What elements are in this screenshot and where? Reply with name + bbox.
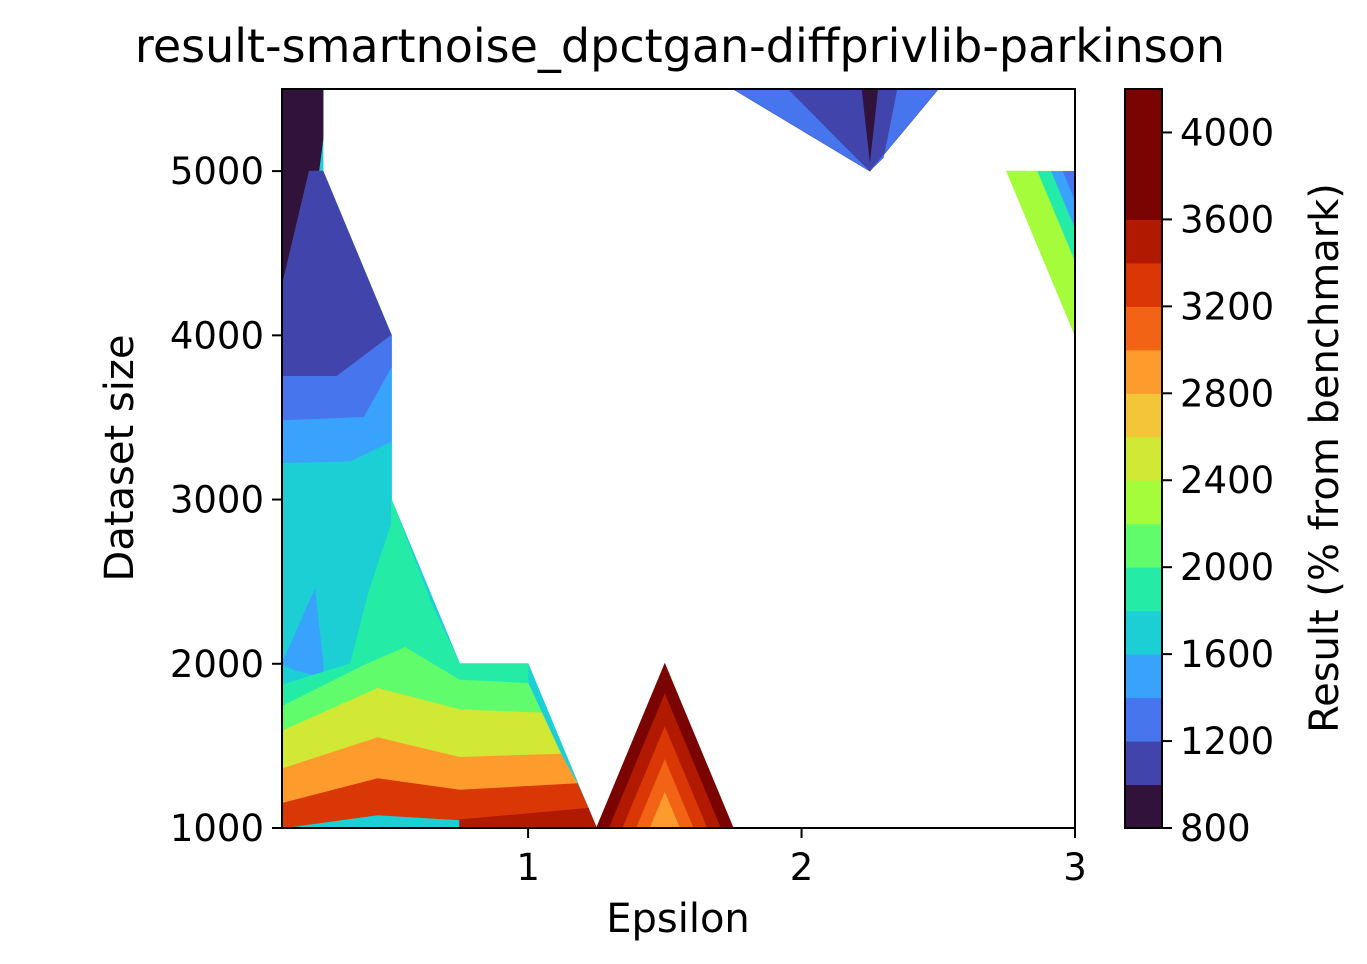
plot-frame bbox=[281, 88, 1076, 829]
contour-peak-band-4 bbox=[649, 791, 680, 828]
colorbar-swatch bbox=[1125, 132, 1162, 177]
colorbar-swatch bbox=[1125, 610, 1162, 655]
colorbar-tick-label: 3200 bbox=[1180, 285, 1274, 328]
colorbar-swatch bbox=[1125, 567, 1162, 612]
x-ticks: 1 2 3 bbox=[516, 828, 1087, 889]
colorbar-frame bbox=[1124, 88, 1163, 829]
x-tick-label: 2 bbox=[790, 846, 814, 889]
colorbar-swatch bbox=[1125, 306, 1162, 351]
colorbar-swatch bbox=[1125, 175, 1162, 220]
colorbar-swatch bbox=[1125, 436, 1162, 481]
colorbar-swatch bbox=[1125, 741, 1162, 786]
colorbar-swatch bbox=[1125, 654, 1162, 699]
plot-area: 1 2 3 1000 2000 3000 4000 5000 bbox=[170, 88, 1087, 889]
colorbar-swatch bbox=[1125, 89, 1162, 133]
contour-right-band-3 bbox=[1062, 171, 1075, 201]
colorbar-tick-label: 800 bbox=[1180, 807, 1251, 850]
colorbar: 800 1200 1600 2000 2400 2800 3200 3600 4000 bbox=[1124, 88, 1274, 850]
y-tick-label: 2000 bbox=[170, 643, 264, 686]
colorbar-tick-label: 4000 bbox=[1180, 111, 1274, 154]
contour-fills bbox=[282, 89, 1075, 828]
y-tick-label: 3000 bbox=[170, 479, 264, 522]
colorbar-swatch bbox=[1125, 784, 1162, 829]
colorbar-tick-label: 3600 bbox=[1180, 198, 1274, 241]
contour-region-blue-notch bbox=[282, 588, 324, 678]
colorbar-swatch bbox=[1125, 219, 1162, 264]
colorbar-swatch bbox=[1125, 697, 1162, 742]
colorbar-tick-label: 2400 bbox=[1180, 459, 1274, 502]
y-axis-label: Dataset size bbox=[97, 335, 143, 582]
colorbar-tick-label: 2800 bbox=[1180, 372, 1274, 415]
colorbar-swatch bbox=[1125, 262, 1162, 307]
y-tick-label: 5000 bbox=[170, 150, 264, 193]
y-ticks: 1000 2000 3000 4000 5000 bbox=[170, 150, 282, 850]
colorbar-swatch bbox=[1125, 523, 1162, 568]
colorbar-swatches bbox=[1125, 89, 1162, 829]
contour-top-left-band bbox=[733, 89, 870, 172]
contour-top-center-band bbox=[861, 89, 879, 163]
colorbar-swatch bbox=[1125, 349, 1162, 394]
x-tick-label: 3 bbox=[1063, 846, 1087, 889]
contour-region-red-orange-edge bbox=[459, 807, 597, 828]
x-axis-label: Epsilon bbox=[606, 896, 750, 942]
chart-title: result-smartnoise_dpctgan-diffprivlib-pa… bbox=[135, 19, 1225, 73]
colorbar-tick-label: 1600 bbox=[1180, 633, 1274, 676]
contour-top-right-band bbox=[869, 89, 939, 172]
colorbar-swatch bbox=[1125, 393, 1162, 438]
colorbar-label: Result (% from benchmark) bbox=[1302, 183, 1348, 733]
colorbar-swatch bbox=[1125, 480, 1162, 525]
colorbar-ticks: 800 1200 1600 2000 2400 2800 3200 3600 4000 bbox=[1162, 111, 1274, 850]
x-tick-label: 1 bbox=[516, 846, 540, 889]
y-tick-label: 4000 bbox=[170, 314, 264, 357]
y-tick-label: 1000 bbox=[170, 807, 264, 850]
colorbar-tick-label: 1200 bbox=[1180, 720, 1274, 763]
colorbar-tick-label: 2000 bbox=[1180, 546, 1274, 589]
